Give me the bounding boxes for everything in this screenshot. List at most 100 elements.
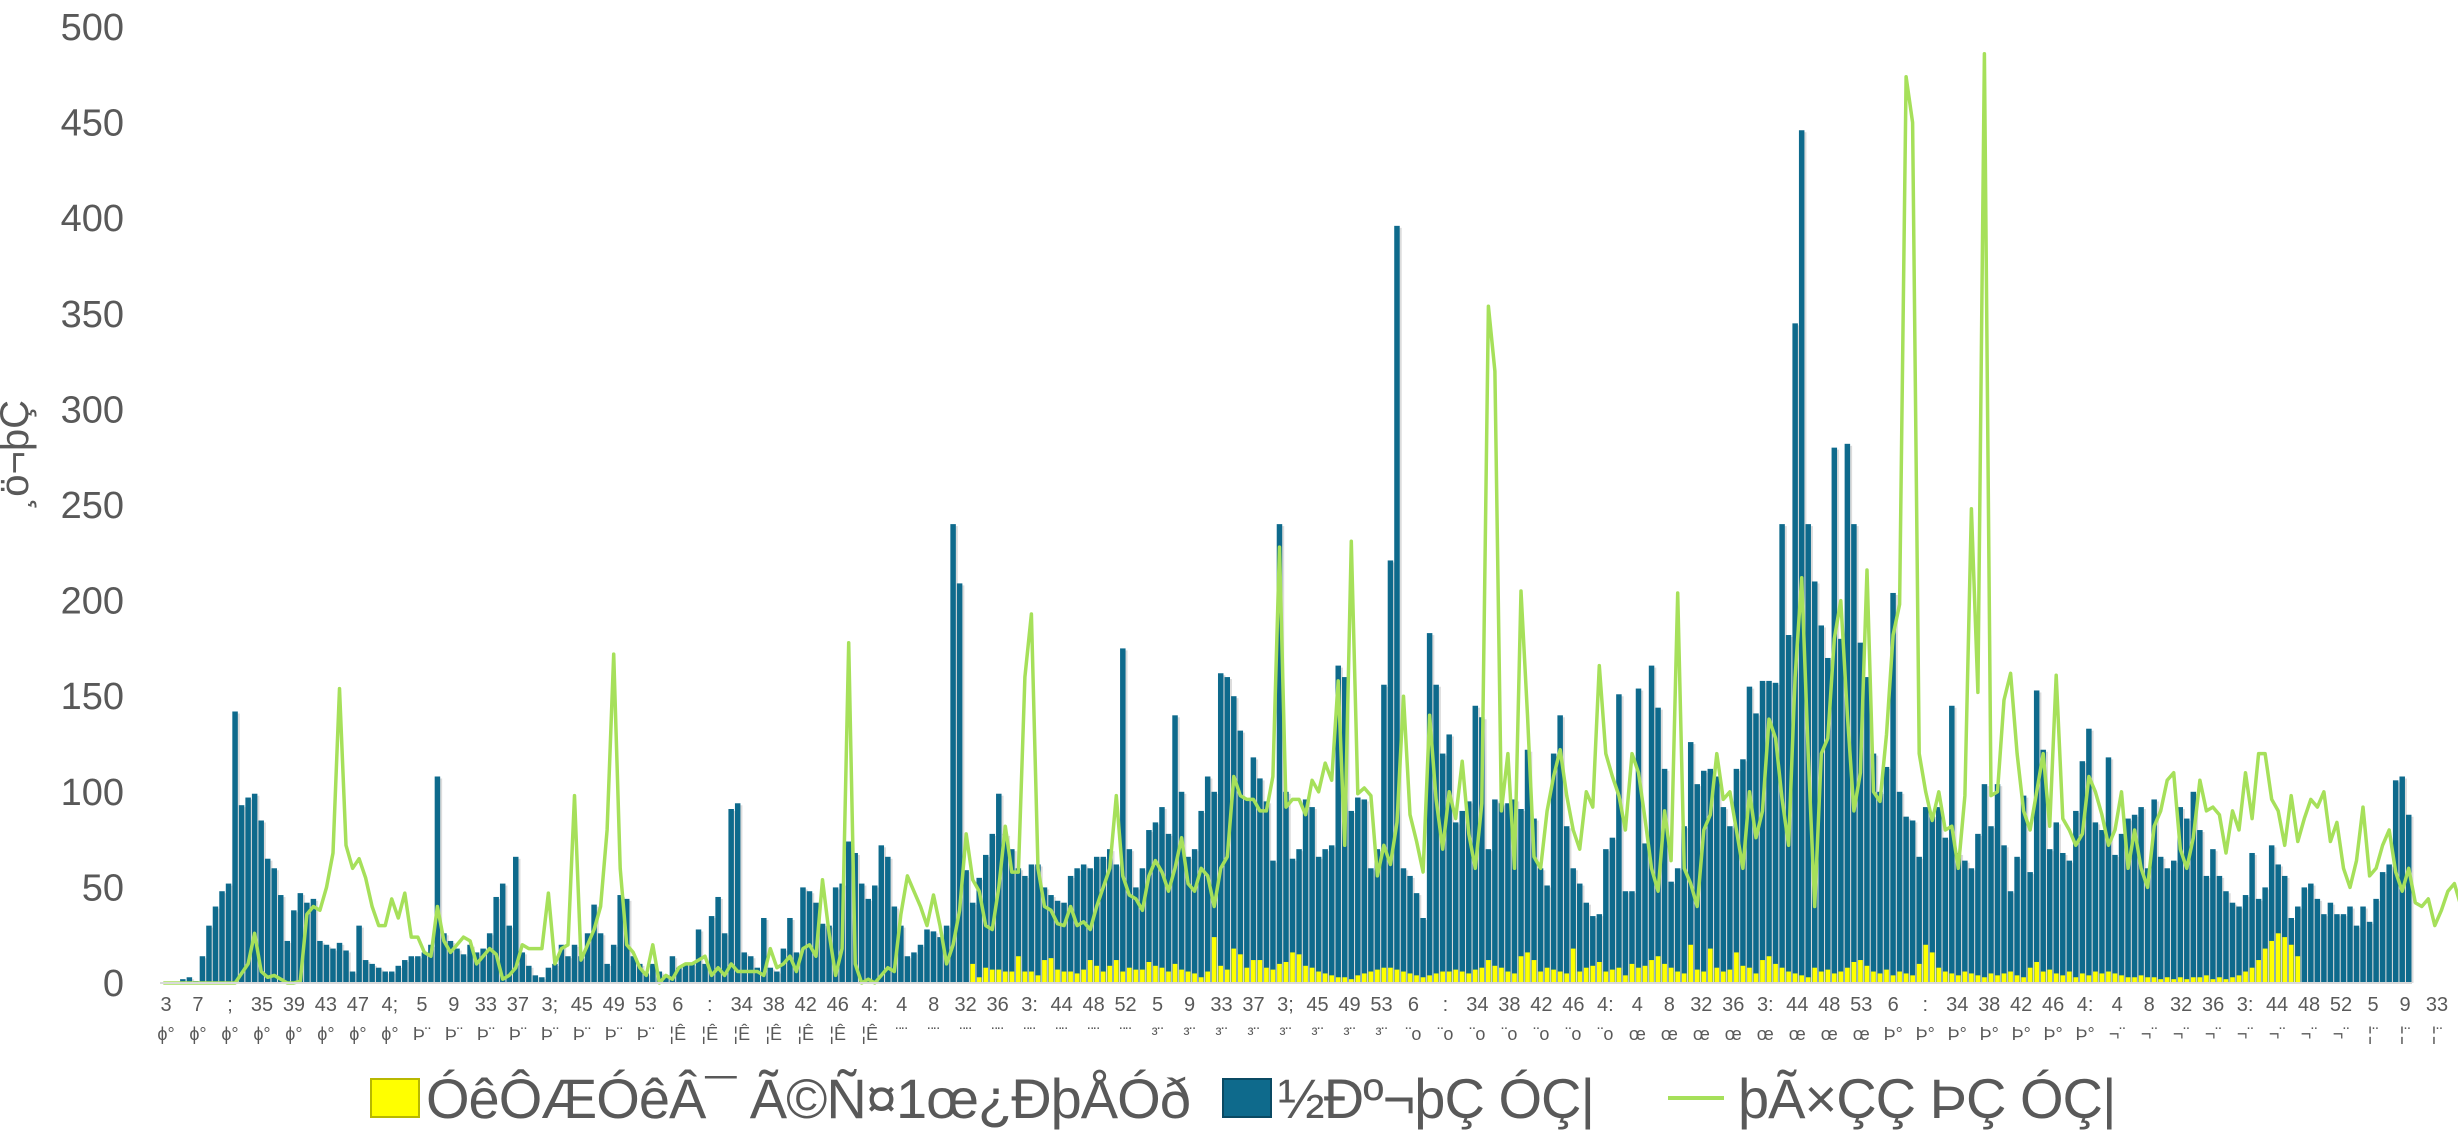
series-2-bar [1968,868,1975,983]
series-2-bar [2073,810,2079,983]
series-2-bar [1759,680,1766,983]
series-2-bar [258,820,264,983]
series-1-bar [1525,952,1530,983]
series-1-bar [1440,971,1446,983]
series-1-bar [1159,967,1165,983]
series-2-bar [1825,657,1831,983]
series-2-bar [2112,854,2118,983]
series-2-bar [415,956,421,983]
series-2-bar [2060,852,2066,983]
series-1-bar [1903,973,1909,983]
series-1-bar [2184,979,2190,983]
x-tick-label-top: 53 [635,994,657,1016]
series-1-bar [1884,969,1889,983]
series-2-bar [1276,524,1283,983]
legend-swatch-series-3 [1668,1096,1724,1100]
series-2-bar [1701,770,1707,983]
series-1-bar [1068,971,1073,983]
series-1-bar [2236,975,2242,983]
series-1-bar [1427,975,1432,983]
series-2-bar [349,971,356,983]
x-tick-label-bottom: ¬¨ [2109,1024,2126,1044]
x-tick-label-bottom: ϕ° [157,1024,174,1044]
series-2-bar [1400,868,1407,983]
series-2-bar [1779,524,1785,983]
series-2-bar [1576,883,1583,983]
series-2-bar [369,963,375,983]
y-tick-label: 400 [61,198,124,240]
x-tick-label-bottom: ¨¨ [1056,1024,1068,1044]
series-1-bar [1518,956,1524,983]
x-tick-label-bottom: œ [1629,1024,1646,1044]
series-1-bar [1995,975,2000,983]
series-1-bar [2275,933,2281,983]
series-2-bar [206,925,212,983]
x-tick-label-top: 48 [2298,994,2320,1016]
x-tick-label-bottom: ¬¨ [2301,1024,2318,1044]
series-1-bar [1375,969,1380,983]
series-1-bar [1851,961,1857,983]
series-1-bar [1048,958,1054,983]
x-tick-label-bottom: ¬¨ [2269,1024,2286,1044]
x-tick-label-top: 7 [192,994,203,1016]
series-2-bar [539,977,545,983]
x-tick-label-top: 42 [1530,994,1552,1016]
series-2-bar [2079,761,2086,983]
series-2-bar [493,896,499,983]
series-2-bar [1557,715,1563,983]
series-1-bar [1166,971,1171,983]
series-1-bar [1747,967,1752,983]
series-2-bar [2347,906,2353,983]
series-3-line [163,52,2458,985]
x-tick-label-top: 32 [1690,994,1712,1016]
series-1-bar [1929,952,1935,983]
series-2-bar [2040,749,2046,983]
legend-label-series-1: ÓêÔÆÓêÂ¯ Ã©Ñ¤1œ¿ÐþÅÓð [426,1066,1191,1130]
series-2-bar [1224,677,1230,983]
series-2-bar [1159,807,1165,983]
series-1-bar [2177,977,2183,983]
x-tick-label-top: 3: [1757,994,1774,1016]
series-2-bar [2340,914,2347,983]
x-tick-label-top: 35 [251,994,273,1016]
series-2-bar [1387,560,1394,983]
series-1-bar [1231,948,1237,983]
series-2-bar [1570,868,1576,983]
series-2-bar [800,887,806,983]
series-2-bar [597,933,604,983]
series-2-bar [891,906,898,983]
x-tick-label-bottom: ϕ° [221,1024,238,1044]
series-2-bar [663,975,669,983]
series-1-bar [1805,977,1811,983]
series-2-bar [1622,891,1629,983]
series-1-bar [1401,971,1406,983]
x-tick-label-top: 8 [928,994,939,1016]
series-2-bar [2223,891,2229,983]
series-2-bar [1883,766,1890,983]
series-2-bar [2151,799,2157,983]
series-2-bar [1035,864,1041,983]
series-2-bar [819,923,826,983]
series-1-bar [1146,961,1152,983]
series-2-bar [1439,753,1446,983]
series-1-bar [1642,965,1648,983]
series-2-bar [617,895,623,983]
series-1-bar [1035,975,1041,983]
series-1-bar [1616,967,1622,983]
series-1-bar [983,967,989,983]
series-1-bar [1061,971,1067,983]
x-tick-label-top: 8 [2144,994,2155,1016]
series-2-bar [1113,864,1120,983]
series-2-bar [878,845,885,983]
series-2-bar [1851,524,1857,983]
series-2-bar [1857,642,1864,983]
series-2-bar [578,956,584,983]
series-1-bar [1662,963,1667,983]
series-1-bar [1740,965,1746,983]
series-1-bar [1244,967,1250,983]
series-2-bar [2007,891,2014,983]
x-tick-label-top: 48 [1818,994,1840,1016]
series-1-bar [1623,975,1628,983]
series-2-bar [911,952,917,983]
series-2-bar [1413,893,1420,983]
